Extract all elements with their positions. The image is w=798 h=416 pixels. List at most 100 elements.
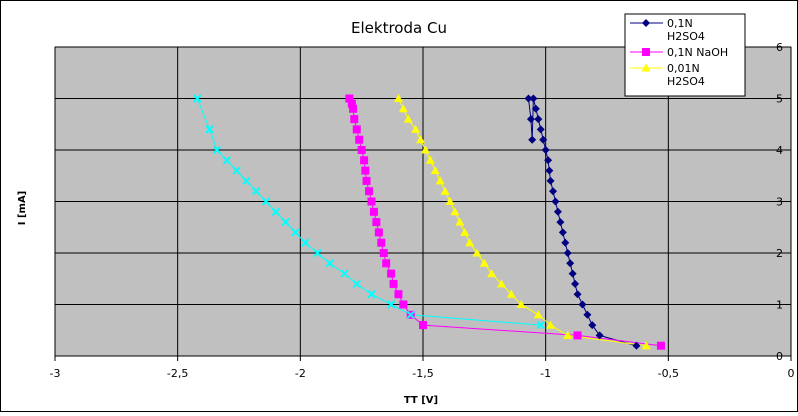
series-1-point (551, 197, 560, 206)
x-tick-label: -2,5 (167, 367, 188, 380)
series-2-point (394, 290, 403, 299)
series-3-point (487, 269, 497, 278)
series-2-point (365, 187, 374, 196)
y-axis-title: I [mA] (17, 191, 28, 226)
y-tick-label: 1 (776, 299, 783, 312)
series-3-point (420, 145, 430, 154)
series-1-point (539, 135, 548, 144)
series-1-point (549, 187, 558, 196)
series-1-point (595, 331, 604, 340)
x-axis-ticks: -3 -2,5 -2 -1,5 -1 -0,5 0 (50, 356, 795, 380)
series-2-point (389, 279, 398, 288)
x-tick-label: -2 (295, 367, 306, 380)
series-3-point (450, 207, 460, 216)
series-4-point (222, 156, 231, 165)
series-1-point (534, 115, 543, 124)
series-3-point (393, 94, 403, 102)
series-3-point (435, 176, 445, 185)
legend-marker-3 (641, 63, 651, 72)
grid-lines (54, 46, 792, 357)
series-2-point (349, 104, 358, 113)
series-3-point (440, 186, 450, 195)
series-4-point (536, 320, 545, 330)
series-3-point (455, 217, 465, 226)
series-2-point (347, 99, 356, 108)
series-3-point (506, 289, 516, 298)
series-3-point (563, 330, 573, 339)
series-1-point (563, 249, 572, 257)
series-4-point (281, 217, 290, 227)
series-2-point (372, 218, 381, 227)
series-2-point (345, 94, 354, 103)
series-1-point (553, 207, 562, 216)
x-tick-label: -0,5 (658, 367, 679, 380)
series-1-point (571, 279, 580, 288)
series-4-point (232, 166, 241, 175)
series-3-point (416, 135, 426, 144)
series-2-point (352, 125, 361, 134)
series-4-point (251, 186, 261, 196)
series-3-point (533, 310, 543, 319)
series-1-point (546, 176, 555, 185)
y-tick-label: 4 (776, 144, 783, 157)
series-1-point (526, 115, 535, 124)
y-tick-label: 3 (776, 196, 783, 209)
series-4-point (406, 310, 415, 320)
x-tick-label: -3 (50, 367, 61, 380)
series-3-point (425, 155, 435, 164)
series-2-point (377, 238, 386, 247)
legend-label-1: 0,1N H2SO4 (667, 17, 705, 43)
series-2-point (656, 341, 665, 350)
series-4-point (313, 248, 322, 258)
series-2-point (374, 228, 383, 237)
y-tick-label: 5 (776, 93, 783, 106)
chart-title: Elektroda Cu (351, 19, 447, 37)
series-3-point (546, 320, 556, 329)
series-4-point (325, 259, 334, 268)
legend-label-2: 0,1N NaOH (667, 46, 728, 59)
series-2-point (382, 259, 391, 268)
series-4-point (352, 279, 361, 289)
series-2-point (399, 300, 408, 309)
series-2-point (357, 146, 366, 154)
series-1-point (536, 125, 545, 134)
series-4-point (386, 300, 396, 309)
series-1-point (583, 310, 592, 319)
series-1-point (556, 218, 565, 227)
legend-marker-1 (642, 19, 650, 27)
series-1-point (544, 156, 553, 165)
series-2-point (360, 156, 369, 165)
series-4-point (205, 125, 214, 134)
series-markers (193, 94, 665, 350)
series-4-point (242, 176, 251, 186)
series-3-point (403, 114, 413, 123)
legend-label-3: 0,01N H2SO4 (667, 62, 705, 88)
series-2-point (419, 321, 427, 330)
y-tick-label: 2 (776, 247, 783, 260)
series-3-point (472, 248, 482, 257)
series-4-point (212, 145, 222, 155)
series-1-point (531, 104, 540, 113)
series-2-point (387, 269, 396, 278)
x-axis-title: TT [V] (404, 395, 438, 406)
series-3-point (479, 258, 489, 267)
series-4-point (340, 269, 349, 278)
series-3-point (445, 197, 455, 205)
series-3-point (465, 238, 475, 247)
series-1-point (568, 269, 577, 278)
series-3-point (641, 341, 651, 350)
series-1-point (529, 94, 538, 103)
series-1-point (558, 228, 567, 237)
series-1-point (524, 94, 533, 103)
series-2-point (573, 331, 582, 340)
series-4-point (301, 238, 310, 247)
x-tick-label: 0 (788, 367, 795, 380)
series-2-point (362, 176, 371, 185)
series-4-point (193, 94, 202, 103)
series-1-point (528, 135, 537, 144)
legend: 0,1N H2SO4 0,1N NaOH 0,01N H2SO4 (624, 13, 746, 97)
series-3-point (430, 166, 440, 175)
series-1-point (545, 166, 554, 175)
series-4-point (367, 289, 376, 299)
